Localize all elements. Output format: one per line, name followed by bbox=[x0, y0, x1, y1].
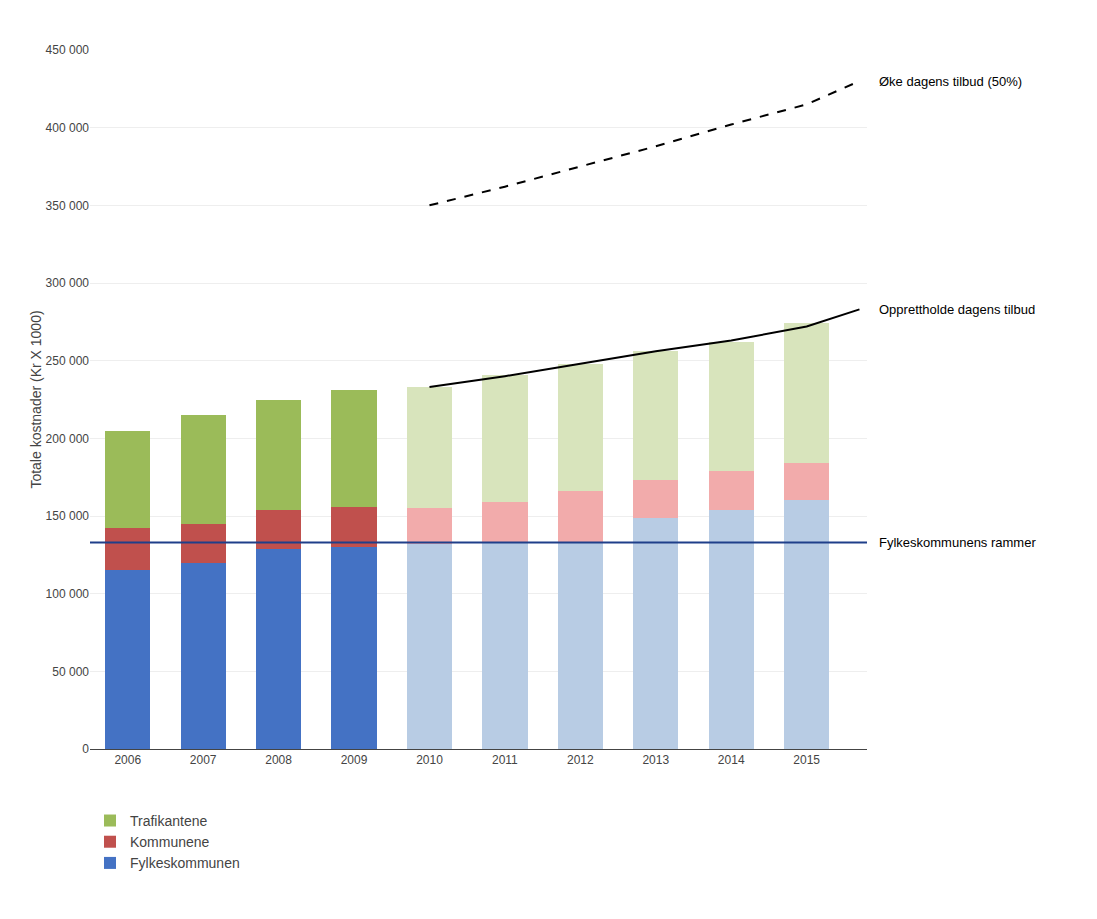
svg-text:300 000: 300 000 bbox=[46, 276, 90, 290]
svg-text:50 000: 50 000 bbox=[52, 665, 89, 679]
svg-text:2015: 2015 bbox=[793, 753, 820, 767]
svg-text:2012: 2012 bbox=[567, 753, 594, 767]
svg-text:Totale kostnader (Kr X 1000): Totale kostnader (Kr X 1000) bbox=[28, 310, 44, 488]
svg-text:Kommunene: Kommunene bbox=[130, 834, 210, 850]
svg-text:Opprettholde dagens tilbud: Opprettholde dagens tilbud bbox=[879, 302, 1035, 317]
svg-text:2011: 2011 bbox=[492, 753, 518, 767]
svg-text:350 000: 350 000 bbox=[46, 199, 90, 213]
svg-text:Fylkeskommunens rammer: Fylkeskommunens rammer bbox=[879, 535, 1036, 550]
svg-text:0: 0 bbox=[82, 742, 89, 756]
svg-text:100 000: 100 000 bbox=[46, 587, 90, 601]
svg-text:2009: 2009 bbox=[341, 753, 368, 767]
svg-text:200 000: 200 000 bbox=[46, 432, 90, 446]
svg-text:400 000: 400 000 bbox=[46, 121, 90, 135]
svg-text:250 000: 250 000 bbox=[46, 354, 90, 368]
svg-text:150 000: 150 000 bbox=[46, 509, 90, 523]
svg-text:2010: 2010 bbox=[416, 753, 443, 767]
svg-text:2013: 2013 bbox=[642, 753, 669, 767]
svg-text:2006: 2006 bbox=[114, 753, 141, 767]
svg-text:Øke dagens tilbud (50%): Øke dagens tilbud (50%) bbox=[879, 74, 1022, 89]
svg-text:Fylkeskommunen: Fylkeskommunen bbox=[130, 855, 240, 871]
svg-text:450 000: 450 000 bbox=[46, 43, 90, 57]
svg-text:Trafikantene: Trafikantene bbox=[130, 813, 208, 829]
svg-text:2007: 2007 bbox=[190, 753, 217, 767]
svg-text:2014: 2014 bbox=[718, 753, 745, 767]
svg-text:2008: 2008 bbox=[265, 753, 292, 767]
